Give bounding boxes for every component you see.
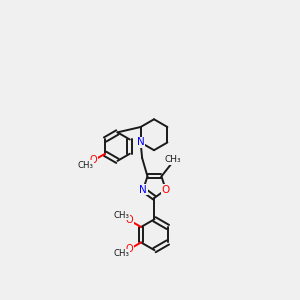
Text: CH₃: CH₃ xyxy=(113,211,129,220)
Text: CH₃: CH₃ xyxy=(113,249,129,258)
Text: O: O xyxy=(126,244,133,254)
Text: O: O xyxy=(90,155,97,165)
Text: N: N xyxy=(137,137,145,148)
Text: CH₃: CH₃ xyxy=(77,161,93,170)
Text: CH₃: CH₃ xyxy=(165,155,181,164)
Text: O: O xyxy=(126,215,133,225)
Text: O: O xyxy=(162,184,170,195)
Text: N: N xyxy=(139,184,147,195)
